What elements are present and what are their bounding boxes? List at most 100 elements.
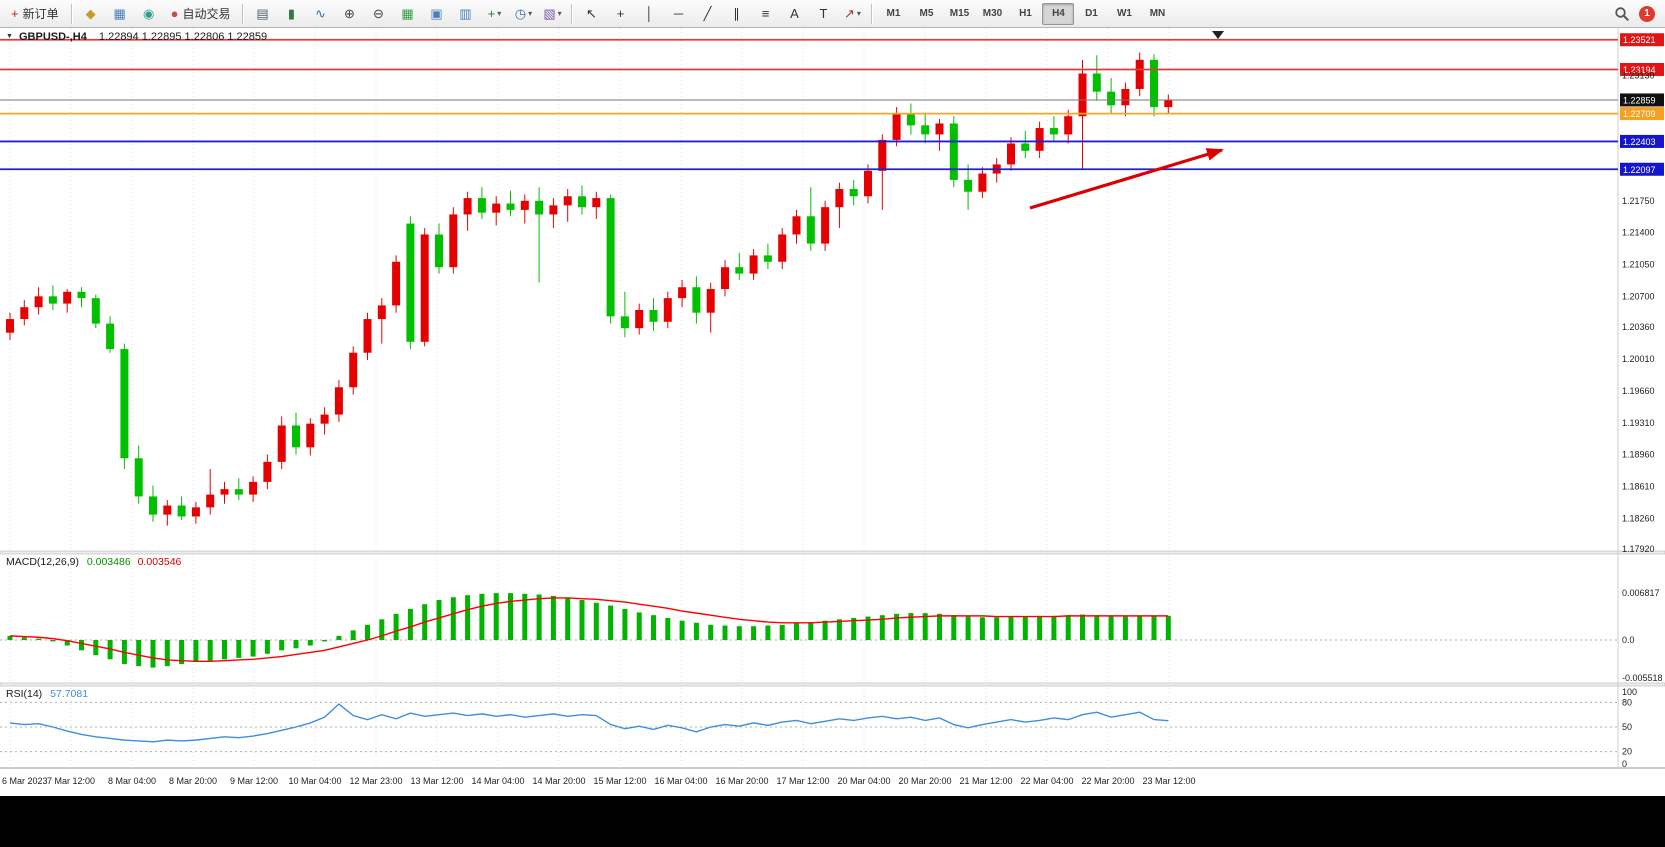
toolbar-right-group: 1 bbox=[1614, 5, 1661, 22]
macd-histogram-bar bbox=[1151, 615, 1157, 640]
zoom-out-button[interactable]: ⊖ bbox=[364, 2, 392, 26]
macd-histogram-bar bbox=[350, 630, 356, 640]
macd-header: MACD(12,26,9) 0.003486 0.003546 bbox=[6, 556, 181, 568]
candle-body bbox=[463, 198, 472, 215]
zoom-in-button[interactable]: ⊕ bbox=[335, 2, 363, 26]
vertical-line-icon: │ bbox=[645, 6, 654, 21]
macd-histogram-bar bbox=[250, 640, 256, 657]
drawing-tools-group: ↖ + │ ─ ╱ ∥ ≡ A T ↗ ▾ bbox=[577, 2, 866, 26]
macd-histogram-bar bbox=[565, 597, 571, 640]
macd-main-value: 0.003486 bbox=[86, 556, 131, 568]
candle-body bbox=[292, 425, 300, 448]
autotrade-button[interactable]: ● 自动交易 bbox=[164, 2, 238, 26]
time-axis-label: 10 Mar 04:00 bbox=[288, 776, 341, 786]
time-marker-icon bbox=[1212, 31, 1224, 39]
arrange-windows-button[interactable]: ▥ bbox=[451, 2, 479, 26]
text-label-button[interactable]: T bbox=[809, 2, 837, 26]
toolbar-separator bbox=[242, 3, 244, 24]
horizontal-line-icon: ─ bbox=[673, 6, 684, 21]
candle-body bbox=[34, 296, 43, 308]
cascade-windows-button[interactable]: ▣ bbox=[422, 2, 450, 26]
equidistant-channel-button[interactable]: ∥ bbox=[722, 2, 750, 26]
bar-chart-button[interactable]: ▤ bbox=[248, 2, 276, 26]
macd-histogram-bar bbox=[379, 619, 385, 640]
timeframe-h1-button[interactable]: H1 bbox=[1019, 8, 1032, 19]
timeframe-h4-button[interactable]: H4 bbox=[1042, 2, 1075, 25]
price-tick-label: 1.19660 bbox=[1622, 386, 1655, 396]
timeframe-m30-button[interactable]: M30 bbox=[982, 8, 1003, 19]
tile-windows-button[interactable]: ▦ bbox=[393, 2, 421, 26]
candle-body bbox=[1092, 73, 1101, 92]
macd-histogram-bar bbox=[450, 597, 456, 640]
trendline-button[interactable]: ╱ bbox=[693, 2, 721, 26]
price-tick-label: 1.20010 bbox=[1622, 354, 1655, 364]
new-order-button[interactable]: + 新订单 bbox=[4, 2, 66, 26]
line-chart-button[interactable]: ∿ bbox=[306, 2, 334, 26]
autotrade-label: 自动交易 bbox=[182, 7, 231, 21]
panel-separator[interactable] bbox=[0, 682, 1665, 687]
trend-arrow-line[interactable] bbox=[1029, 148, 1223, 210]
timeframe-m5-button[interactable]: M5 bbox=[919, 8, 934, 19]
price-tag bbox=[1620, 134, 1664, 148]
chart-template-button[interactable]: ▧ ▾ bbox=[538, 2, 566, 26]
candle-body bbox=[492, 203, 501, 213]
chart-period-button[interactable]: ◷ ▾ bbox=[509, 2, 537, 26]
chart-collapse-icon[interactable]: ▼ bbox=[6, 33, 13, 40]
candlestick-chart-icon: ▮ bbox=[287, 6, 296, 21]
text-button[interactable]: A bbox=[780, 2, 808, 26]
macd-histogram-bar bbox=[150, 640, 156, 668]
notification-badge[interactable]: 1 bbox=[1639, 5, 1655, 22]
candle-body bbox=[477, 198, 486, 213]
search-icon[interactable] bbox=[1614, 6, 1630, 22]
timeframe-m15-button[interactable]: M15 bbox=[949, 8, 970, 19]
vertical-line-button[interactable]: │ bbox=[635, 2, 663, 26]
macd-histogram-bar bbox=[951, 615, 957, 640]
market-watch-button[interactable]: ◆ bbox=[77, 2, 105, 26]
fibonacci-retracement-icon: ≡ bbox=[761, 6, 770, 21]
price-tag-label: 1.23194 bbox=[1623, 65, 1656, 75]
price-tick-label: 1.20360 bbox=[1622, 322, 1655, 332]
macd-histogram-bar bbox=[679, 620, 685, 640]
panels-group: ◆ ▦ ◉ bbox=[77, 2, 163, 26]
candle-body bbox=[106, 323, 115, 350]
timeframe-m1-button[interactable]: M1 bbox=[886, 8, 901, 19]
horizontal-line-button[interactable]: ─ bbox=[664, 2, 692, 26]
rsi-axis-label: 100 bbox=[1622, 687, 1637, 697]
fibonacci-retracement-button[interactable]: ≡ bbox=[751, 2, 779, 26]
rsi-title: RSI(14) bbox=[6, 688, 43, 700]
new-order-label: 新订单 bbox=[22, 7, 59, 21]
timeframe-mn-button[interactable]: MN bbox=[1149, 8, 1166, 19]
chart-template-icon: ▧ bbox=[543, 6, 556, 21]
macd-histogram-bar bbox=[608, 605, 614, 640]
macd-histogram-bar bbox=[79, 640, 84, 651]
price-tick-label: 1.18260 bbox=[1622, 513, 1655, 523]
candle-body bbox=[1064, 116, 1073, 135]
time-axis-label: 7 Mar 12:00 bbox=[47, 776, 95, 786]
cursor-button[interactable]: ↖ bbox=[577, 2, 605, 26]
trend-arrow-head[interactable] bbox=[1205, 148, 1224, 161]
rsi-axis-label: 80 bbox=[1622, 697, 1632, 707]
web-community-button[interactable]: ◉ bbox=[135, 2, 163, 26]
macd-histogram-bar bbox=[50, 640, 56, 642]
crosshair-button[interactable]: + bbox=[606, 2, 634, 26]
candle-body bbox=[263, 461, 272, 482]
timeframe-d1-button[interactable]: D1 bbox=[1085, 8, 1098, 19]
candle-body bbox=[649, 309, 658, 322]
candle-body bbox=[1107, 91, 1116, 106]
price-tag-label: 1.22403 bbox=[1623, 137, 1656, 147]
timeframe-w1-button[interactable]: W1 bbox=[1116, 8, 1132, 19]
arrow-shapes-button[interactable]: ↗ ▾ bbox=[838, 2, 866, 26]
new-chart-button[interactable]: + ▾ bbox=[480, 2, 508, 26]
time-axis-label: 16 Mar 04:00 bbox=[654, 776, 707, 786]
candle-body bbox=[63, 291, 72, 304]
macd-histogram-bar bbox=[765, 625, 771, 640]
panel-separator[interactable] bbox=[0, 550, 1665, 555]
price-tick-label: 1.19310 bbox=[1622, 418, 1655, 428]
dropdown-arrow-icon: ▾ bbox=[528, 9, 533, 18]
candlestick-chart-button[interactable]: ▮ bbox=[277, 2, 305, 26]
data-window-button[interactable]: ▦ bbox=[106, 2, 134, 26]
candle-body bbox=[449, 214, 458, 268]
time-axis-label: 20 Mar 20:00 bbox=[898, 776, 951, 786]
candle-body bbox=[906, 114, 915, 126]
